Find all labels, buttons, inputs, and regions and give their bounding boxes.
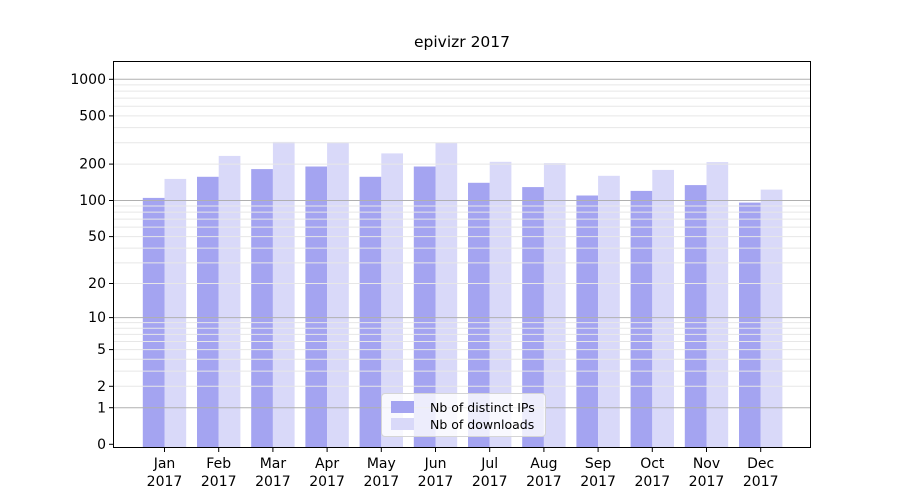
x-tick-label-year: 2017: [472, 474, 508, 490]
bar-apr-downloads: [327, 142, 349, 449]
y-tick-label: 100: [79, 193, 106, 209]
y-tick-label: 20: [88, 276, 106, 292]
x-tick-label-month: May: [367, 456, 396, 472]
bar-sep-ips: [576, 195, 599, 448]
legend: Nb of distinct IPs Nb of downloads: [381, 393, 546, 437]
x-tick-label-year: 2017: [580, 474, 616, 490]
x-tick-label-month: Oct: [640, 456, 665, 472]
y-tick-label: 1000: [70, 72, 106, 88]
bar-mar-ips: [251, 169, 273, 448]
bar-apr-ips: [305, 166, 328, 448]
y-tick-label: 2: [97, 379, 106, 395]
legend-item-ips: Nb of distinct IPs: [391, 399, 537, 415]
bar-mar-downloads: [272, 141, 295, 448]
bar-oct-ips: [630, 190, 653, 448]
bar-jul-ips: [468, 182, 490, 449]
x-tick-label-year: 2017: [363, 474, 399, 490]
bar-may-ips: [359, 176, 382, 449]
x-tick-label-month: Jun: [424, 456, 447, 472]
y-tick-label: 200: [79, 157, 106, 173]
x-tick-label-year: 2017: [201, 474, 237, 490]
y-tick-label: 50: [88, 229, 106, 245]
x-tick-label-year: 2017: [418, 474, 454, 490]
x-tick-label-year: 2017: [743, 474, 779, 490]
x-tick-label-month: Feb: [206, 456, 231, 472]
x-tick-label-year: 2017: [255, 474, 291, 490]
x-tick-label-year: 2017: [634, 474, 670, 490]
y-tick-label: 5: [97, 342, 106, 358]
x-tick-label-month: Jul: [480, 456, 498, 472]
x-tick-label-year: 2017: [309, 474, 345, 490]
chart-title: epivizr 2017: [413, 33, 511, 51]
bar-sep-downloads: [598, 175, 620, 449]
legend-label-ips: Nb of distinct IPs: [430, 399, 535, 415]
bar-jan-downloads: [164, 178, 187, 448]
y-tick-label: 0: [97, 437, 106, 453]
x-tick-label-month: Jan: [153, 456, 176, 472]
plot-frame: [113, 61, 811, 448]
legend-label-downloads: Nb of downloads: [430, 416, 535, 432]
bar-oct-downloads: [652, 169, 674, 448]
bar-dec-downloads: [760, 189, 783, 448]
bar-aug-downloads: [543, 163, 566, 448]
x-tick-label-month: Aug: [530, 456, 557, 472]
x-tick-label-month: Mar: [260, 456, 287, 472]
bar-dec-ips: [739, 202, 761, 448]
bar-feb-downloads: [218, 155, 241, 448]
bar-feb-ips: [197, 176, 219, 449]
gridlines-group: [113, 78, 811, 409]
y-tick-label: 1: [97, 400, 106, 416]
y-axis-group: 0 1 2 5 10 20 50 100 200 500 1000: [70, 72, 113, 453]
x-tick-label-year: 2017: [526, 474, 562, 490]
legend-item-downloads: Nb of downloads: [391, 416, 537, 432]
x-tick-label-month: Nov: [693, 456, 720, 472]
legend-swatch-downloads: [391, 418, 414, 430]
legend-swatch-ips: [391, 401, 414, 413]
x-tick-label-year: 2017: [689, 474, 725, 490]
x-tick-label-month: Dec: [747, 456, 774, 472]
bar-jul-downloads: [489, 161, 512, 449]
y-tick-label: 10: [88, 310, 106, 326]
bar-nov-ips: [684, 185, 707, 448]
y-tick-label: 500: [79, 109, 106, 125]
x-tick-label-year: 2017: [147, 474, 183, 490]
x-tick-label-month: Apr: [315, 456, 339, 472]
x-axis-group: Jan 2017 Feb 2017 Mar 2017 Apr 2017 May 2017 Jun 20…: [147, 448, 779, 490]
x-tick-label-month: Sep: [585, 456, 612, 472]
bar-nov-downloads: [706, 162, 729, 448]
